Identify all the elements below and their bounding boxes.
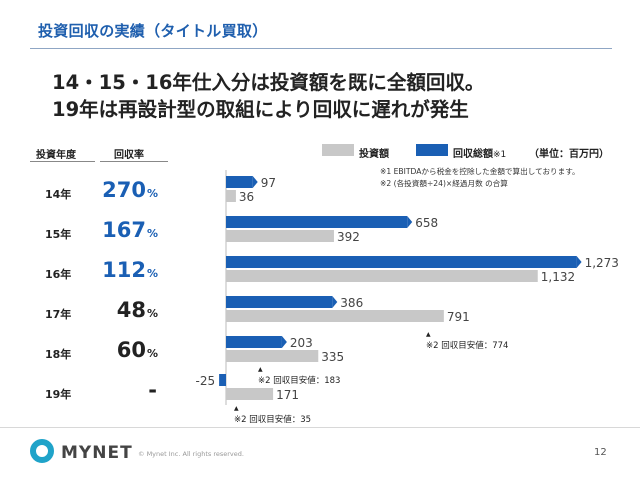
recovery-bar-arrow [407, 216, 413, 228]
legend-recovery-label: 回収総額※1 [453, 145, 506, 160]
rate-unit: % [146, 187, 158, 200]
investment-value-label: 335 [321, 350, 344, 364]
year-header-rule [30, 161, 95, 162]
recovery-value-label: 658 [415, 216, 438, 230]
logo-text: MYNET [61, 443, 133, 463]
investment-value-label: 1,132 [541, 270, 575, 284]
recovery-value-label: -25 [196, 374, 216, 388]
headline-line-2: 19年は再設計型の取組により回収に遅れが発生 [52, 98, 469, 121]
row-year: 14年 [45, 188, 72, 201]
target-text-17: ※2 回収目安値：774 [426, 341, 509, 351]
investment-bar [226, 190, 236, 202]
recovery-value-label: 1,273 [585, 256, 619, 270]
investment-value-label: 36 [239, 190, 254, 204]
investment-value-label: 392 [337, 230, 360, 244]
target-marker-17: ▲ [426, 331, 431, 338]
row-year: 16年 [45, 268, 72, 281]
page-number: 12 [594, 447, 607, 458]
legend-recovery-note: ※1 [493, 150, 507, 160]
rate-unit: % [146, 307, 158, 320]
rate-value: 270 [102, 178, 146, 202]
recovery-bar-arrow [252, 176, 258, 188]
legend-recovery-swatch [416, 144, 448, 156]
legend-investment-swatch [322, 144, 354, 156]
target-label-17: ▲ ※2 回収目安値：774 [426, 329, 508, 351]
target-text-18: ※2 回収目安値：183 [258, 376, 341, 386]
row-rate: 60% [96, 338, 158, 362]
investment-bar [226, 388, 274, 400]
target-label-19: ▲ ※2 回収目安値：35 [234, 403, 311, 425]
recovery-bar [219, 374, 226, 386]
row-rate: 270% [96, 178, 158, 202]
row-rate: 167% [96, 218, 158, 242]
row-rate: 48% [96, 298, 158, 322]
footer-divider [0, 427, 640, 428]
row-rate: 112% [96, 258, 158, 282]
target-text-19: ※2 回収目安値：35 [234, 415, 312, 425]
recovery-value-label: 386 [340, 296, 363, 310]
investment-bar [226, 270, 538, 282]
rate-value: 112 [102, 258, 146, 282]
row-year: 17年 [45, 308, 72, 321]
headline-line-1: 14・15・16年仕入分は投資額を既に全額回収。 [52, 71, 485, 94]
row-rate: - [96, 378, 158, 402]
rate-value: 48 [116, 298, 146, 322]
recovery-value-label: 97 [261, 176, 276, 190]
investment-value-label: 171 [276, 388, 299, 402]
rate-value: 167 [102, 218, 146, 242]
row-year: 18年 [45, 348, 72, 361]
mynet-logo-icon [30, 439, 54, 463]
copyright: © Mynet Inc. All rights reserved. [138, 450, 244, 458]
rate-column-header: 回収率 [114, 150, 144, 161]
rate-unit: % [146, 267, 158, 280]
recovery-bar [226, 176, 253, 188]
recovery-value-label: 203 [290, 336, 313, 350]
rate-header-rule [100, 161, 168, 162]
rate-unit: % [146, 347, 158, 360]
row-year: 19年 [45, 388, 72, 401]
investment-value-label: 791 [447, 310, 470, 324]
footnote-1: ※1 EBITDAから税金を控除した金額で算出しております。 [380, 167, 580, 176]
year-column-header: 投資年度 [36, 150, 76, 161]
target-label-18: ▲ ※2 回収目安値：183 [258, 364, 340, 386]
investment-bar [226, 310, 444, 322]
recovery-bar-arrow [281, 336, 287, 348]
recovery-bar [226, 216, 408, 228]
rate-unit: % [146, 227, 158, 240]
legend-recovery-text: 回収総額 [453, 149, 493, 160]
row-year: 15年 [45, 228, 72, 241]
recovery-bar-arrow [576, 256, 582, 268]
legend-investment-label: 投資額 [359, 149, 389, 160]
rate-value: 60 [116, 338, 146, 362]
slide-title: 投資回収の実績（タイトル買取） [38, 22, 268, 40]
investment-bar [226, 230, 334, 242]
recovery-bar-arrow [332, 296, 338, 308]
legend-unit: （単位：百万円） [529, 149, 609, 160]
recovery-bar [226, 336, 282, 348]
recovery-bar [226, 256, 577, 268]
rate-value: - [148, 378, 157, 402]
target-marker-18: ▲ [258, 366, 263, 373]
target-marker-19: ▲ [234, 405, 239, 412]
recovery-bar [226, 296, 333, 308]
investment-bar [226, 350, 319, 362]
title-divider [30, 48, 612, 49]
footnote-2: ※2 (各投資額÷24)×経過月数 の合算 [380, 179, 508, 188]
